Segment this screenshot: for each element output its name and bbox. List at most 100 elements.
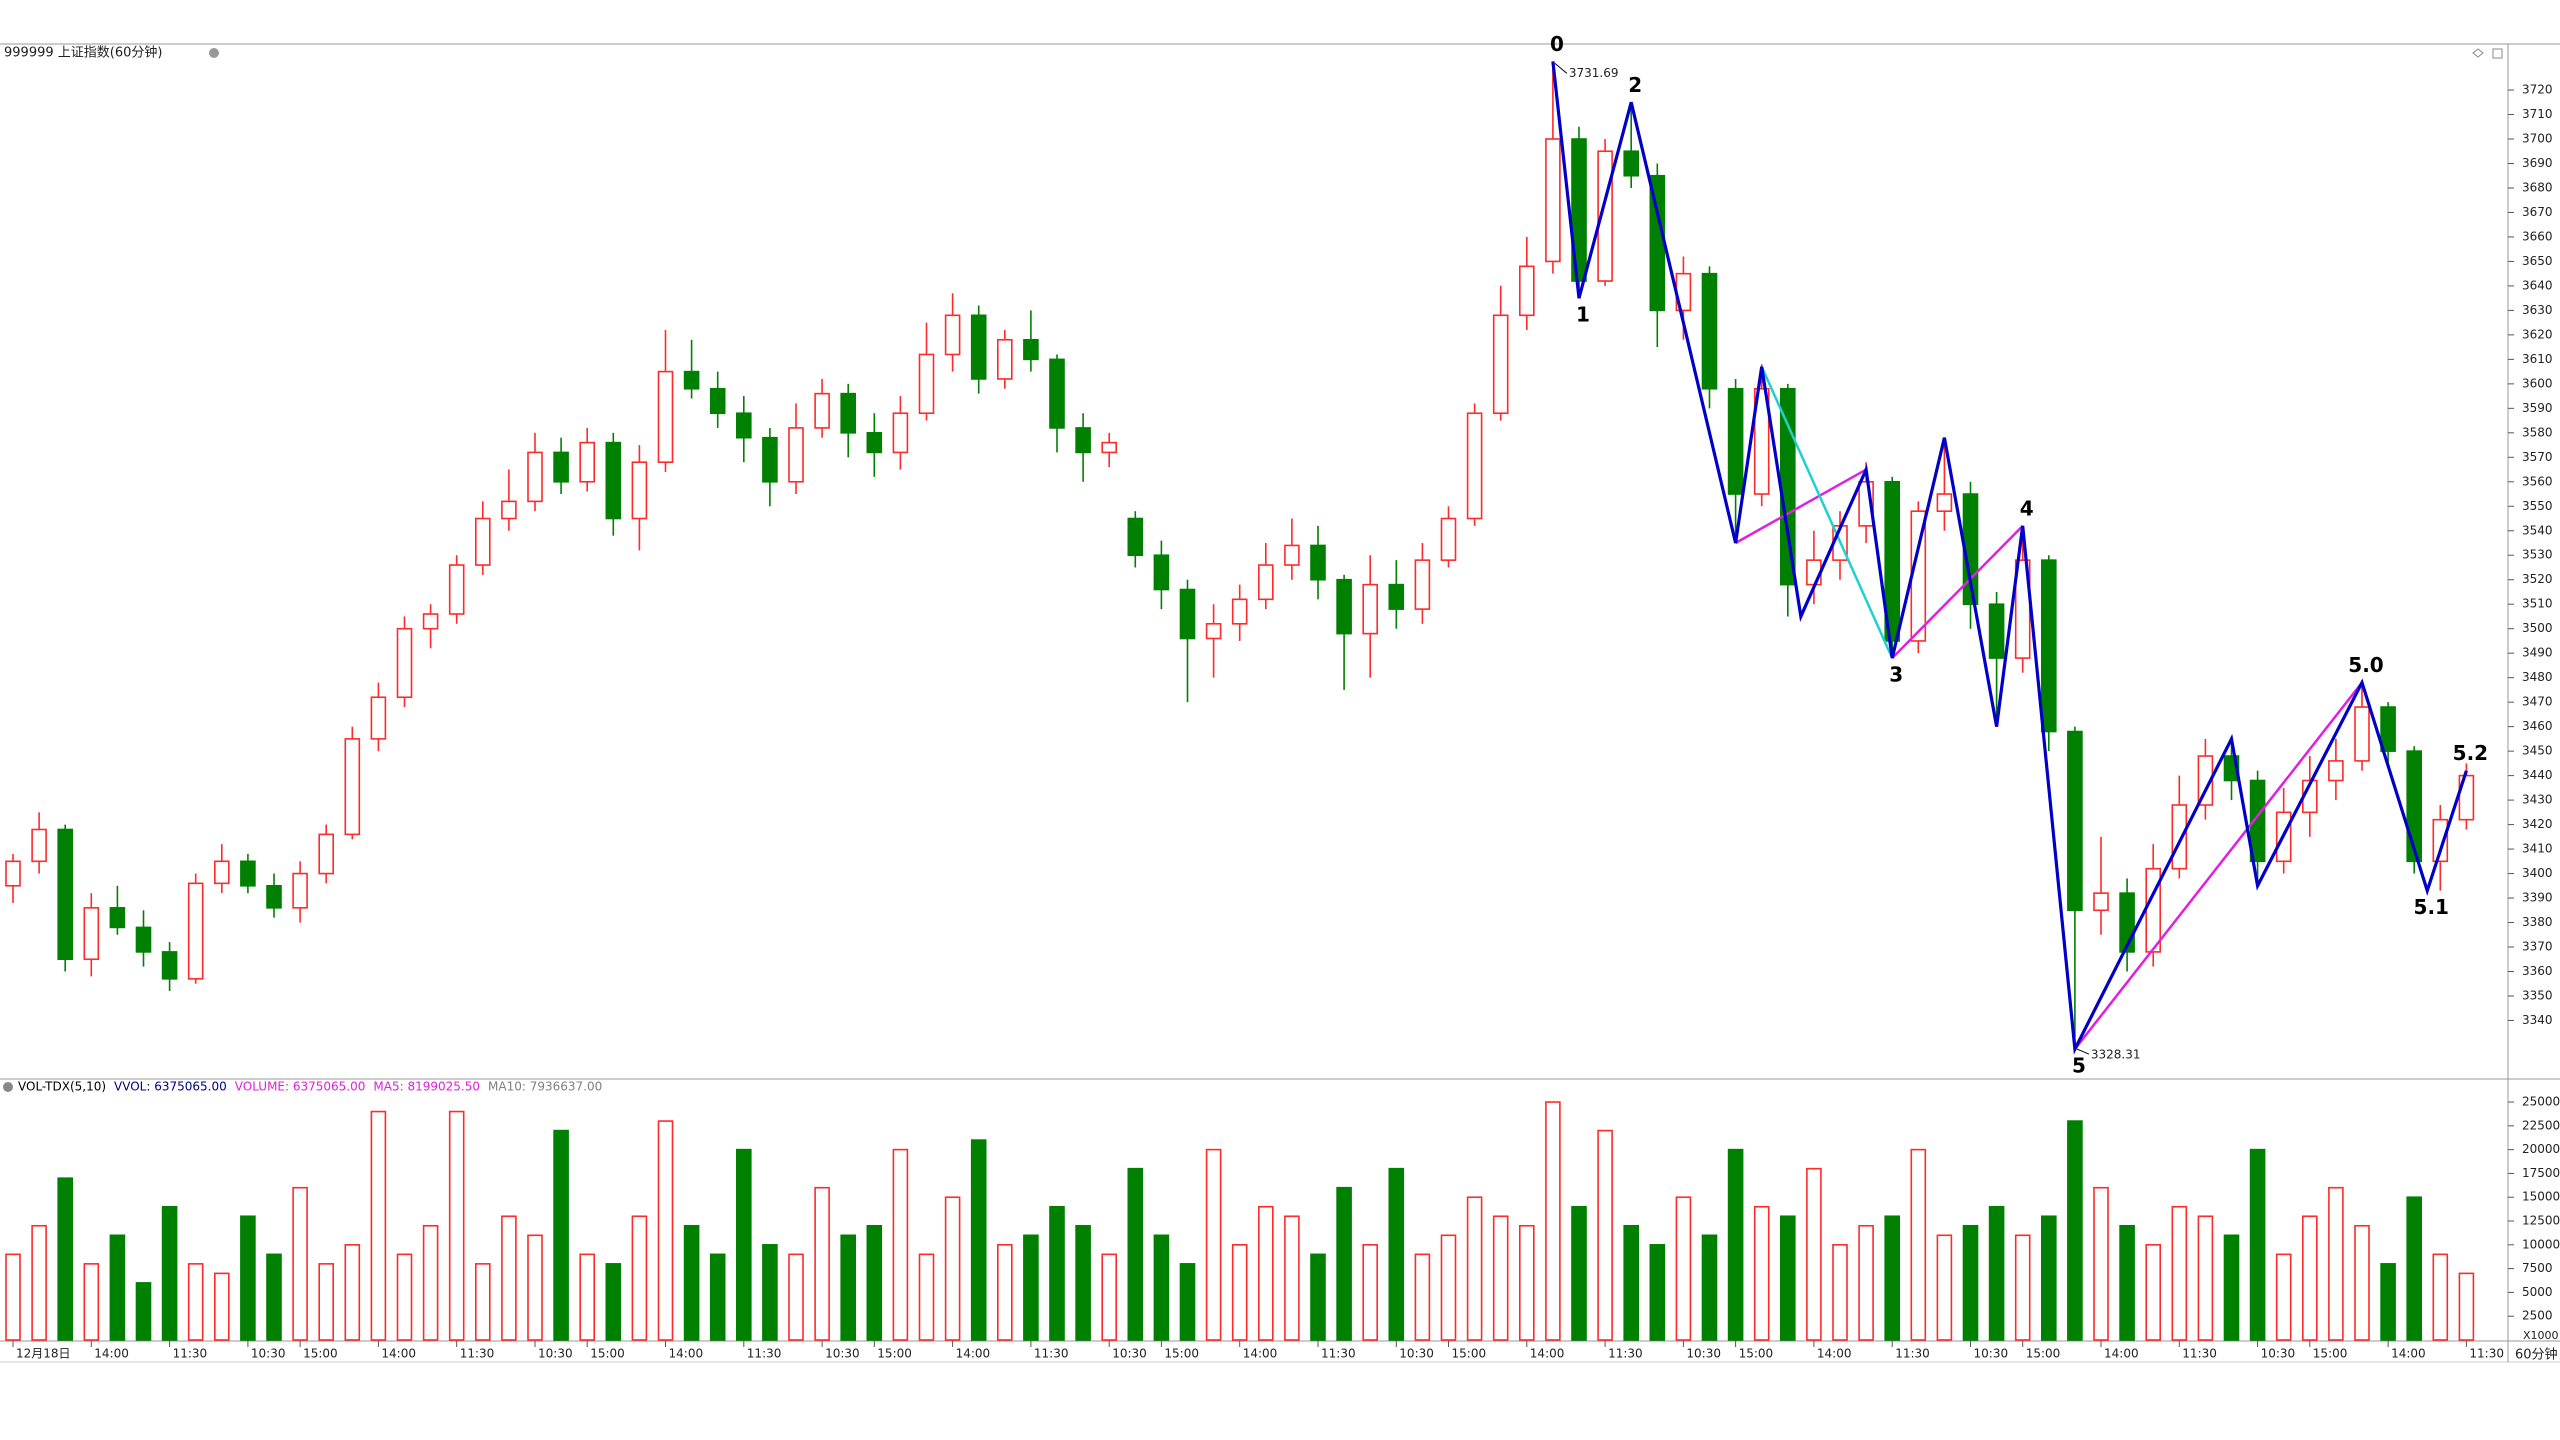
- volume-bar: [1962, 1224, 1979, 1341]
- x-tick-label: 11:30: [2469, 1347, 2504, 1361]
- volume-bar: [1753, 1205, 1770, 1341]
- volume-y-tick-label: 20000: [2522, 1142, 2560, 1156]
- volume-bar: [2328, 1186, 2344, 1341]
- candle-body: [892, 412, 909, 454]
- volume-bar: [2432, 1253, 2449, 1341]
- panel-icon[interactable]: [2472, 48, 2484, 58]
- volume-bar: [1075, 1224, 1091, 1341]
- candle-body: [370, 696, 387, 740]
- candle-body: [1519, 265, 1535, 317]
- wave-label: 4: [2020, 496, 2034, 520]
- y-tick-label: 3430: [2522, 793, 2553, 807]
- candle-body: [605, 441, 622, 520]
- y-tick-label: 3400: [2522, 866, 2553, 880]
- y-tick-label: 3600: [2522, 376, 2553, 390]
- volume-icon[interactable]: [3, 1082, 13, 1092]
- volume-bar: [1936, 1234, 1953, 1341]
- candle-body: [135, 926, 152, 953]
- candle-body: [31, 828, 47, 863]
- volume-bar: [683, 1224, 700, 1341]
- candle-body: [5, 860, 21, 887]
- candle-body: [396, 627, 413, 699]
- x-tick-label: 15:00: [590, 1347, 625, 1361]
- volume-bar: [1362, 1244, 1378, 1341]
- candle-body: [2432, 818, 2449, 863]
- volume-bar: [1675, 1196, 1692, 1341]
- wave-label: 5: [2072, 1054, 2086, 1078]
- candle-body: [2093, 892, 2109, 912]
- volume-bar: [892, 1148, 909, 1341]
- volume-bar: [501, 1215, 517, 1341]
- candle-body: [1258, 564, 1274, 601]
- x-tick-label: 14:00: [2104, 1347, 2139, 1361]
- volume-bar: [1023, 1234, 1039, 1341]
- candle-body: [2197, 755, 2214, 806]
- y-tick-label: 3500: [2522, 621, 2553, 635]
- volume-bar: [2197, 1215, 2214, 1341]
- x-tick-label: 15:00: [1452, 1347, 1487, 1361]
- candle-body: [2171, 804, 2188, 870]
- volume-y-tick-label: 25000: [2522, 1095, 2560, 1109]
- volume-bar: [605, 1263, 622, 1341]
- candle-body: [762, 436, 778, 483]
- y-tick-label: 3550: [2522, 499, 2553, 513]
- volume-bar: [814, 1186, 830, 1341]
- x-tick-label: 15:00: [2026, 1347, 2061, 1361]
- candle-body: [1727, 387, 1744, 495]
- maximize-icon[interactable]: [2492, 48, 2503, 59]
- x-tick-label: 14:00: [381, 1347, 416, 1361]
- volume-bar: [2093, 1186, 2109, 1341]
- volume-bar: [1049, 1205, 1065, 1341]
- candle-body: [553, 451, 569, 483]
- volume-bar: [866, 1224, 883, 1341]
- volume-bar: [1701, 1234, 1718, 1341]
- settings-icon[interactable]: [209, 48, 219, 58]
- volume-y-tick-label: 2500: [2522, 1309, 2553, 1323]
- volume-bar: [1832, 1244, 1848, 1341]
- volume-header: VOL-TDX(5,10): [18, 1080, 106, 1094]
- volume-bar: [1545, 1101, 1561, 1341]
- wave-label: 5.1: [2414, 895, 2449, 919]
- x-tick-label: 11:30: [1321, 1347, 1356, 1361]
- trend-line: [1891, 524, 2024, 659]
- candle-body: [266, 884, 282, 909]
- volume-bar: [1519, 1224, 1535, 1341]
- y-tick-label: 3670: [2522, 205, 2553, 219]
- candle-body: [840, 392, 857, 434]
- volume-header: VVOL: 6375065.00: [114, 1080, 227, 1094]
- volume-bar: [1492, 1215, 1509, 1341]
- volume-bar: [1127, 1167, 1144, 1341]
- trend-line: [1734, 468, 1867, 545]
- y-tick-label: 3560: [2522, 474, 2553, 488]
- volume-bar: [5, 1253, 21, 1341]
- x-tick-label: 11:30: [2182, 1347, 2217, 1361]
- y-tick-label: 3420: [2522, 817, 2553, 831]
- candle-body: [2328, 760, 2344, 782]
- volume-bar: [214, 1272, 230, 1341]
- candle-body: [1310, 544, 1326, 581]
- volume-bar: [1101, 1253, 1117, 1341]
- y-tick-label: 3650: [2522, 254, 2553, 268]
- trend-line: [2073, 681, 2363, 1050]
- y-tick-label: 3620: [2522, 327, 2553, 341]
- y-tick-label: 3720: [2522, 83, 2553, 97]
- candle-body: [1753, 387, 1770, 495]
- volume-bar: [996, 1244, 1013, 1341]
- x-tick-label: 14:00: [1243, 1347, 1278, 1361]
- volume-bar: [918, 1253, 935, 1341]
- volume-bar: [187, 1263, 204, 1341]
- candle-body: [1701, 272, 1718, 390]
- candle-body: [1101, 441, 1117, 454]
- volume-y-tick-label: 12500: [2522, 1214, 2560, 1228]
- y-tick-label: 3440: [2522, 768, 2553, 782]
- volume-bar: [370, 1110, 387, 1341]
- volume-bar: [1310, 1253, 1326, 1341]
- wave-label: 1: [1576, 303, 1590, 327]
- candle-body: [1179, 588, 1196, 640]
- candle-body: [1884, 480, 1900, 642]
- volume-bar: [344, 1244, 361, 1341]
- candle-body: [1492, 314, 1509, 415]
- wave-label: 2: [1628, 73, 1642, 97]
- volume-bar: [631, 1215, 648, 1341]
